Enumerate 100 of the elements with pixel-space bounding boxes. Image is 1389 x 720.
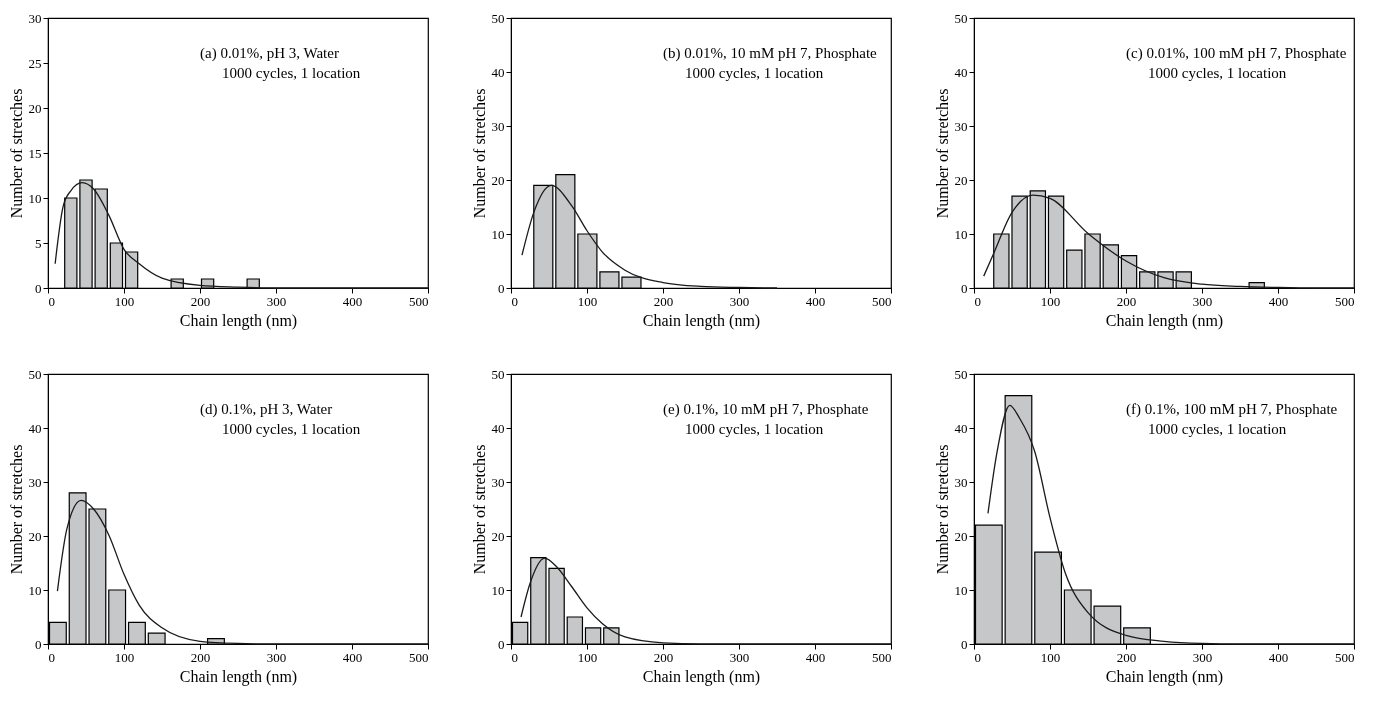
x-axis-title: Chain length (nm) xyxy=(1105,311,1224,330)
x-tick-label: 400 xyxy=(1268,293,1289,309)
y-tick-label: 50 xyxy=(954,10,968,26)
x-tick-label: 300 xyxy=(1192,649,1213,665)
x-tick-label: 200 xyxy=(653,649,674,665)
y-tick-label: 50 xyxy=(491,10,505,26)
x-tick-label: 100 xyxy=(577,649,598,665)
x-tick-label: 300 xyxy=(266,293,287,309)
y-tick-label: 0 xyxy=(961,280,968,296)
x-axis-title: Chain length (nm) xyxy=(179,311,298,330)
y-tick-label: 0 xyxy=(35,636,42,652)
y-tick-label: 30 xyxy=(954,118,968,134)
x-tick-label: 300 xyxy=(266,649,287,665)
y-axis-title: Number of stretches xyxy=(470,444,488,575)
line-series xyxy=(56,499,429,645)
annotation: (e) 0.1%, 10 mM pH 7, Phosphate xyxy=(663,401,869,418)
x-tick-label: 400 xyxy=(805,649,826,665)
x-tick-label: 500 xyxy=(872,649,892,665)
y-tick-label: 20 xyxy=(28,528,42,544)
annotation: 1000 cycles, 1 location xyxy=(685,421,824,437)
x-tick-label: 0 xyxy=(974,649,981,665)
x-axis-title: Chain length (nm) xyxy=(179,667,298,686)
x-tick-label: 500 xyxy=(409,649,429,665)
x-tick-label: 0 xyxy=(511,293,518,309)
y-tick-label: 40 xyxy=(491,64,505,80)
y-tick-label: 40 xyxy=(954,64,968,80)
line-series xyxy=(520,557,892,645)
x-tick-label: 400 xyxy=(342,649,363,665)
x-tick-label: 500 xyxy=(872,293,892,309)
x-tick-label: 0 xyxy=(48,293,55,309)
y-tick-label: 5 xyxy=(35,235,42,251)
y-tick-label: 50 xyxy=(954,366,968,382)
line-series xyxy=(521,184,778,289)
y-tick-label: 0 xyxy=(498,636,505,652)
x-axis-title: Chain length (nm) xyxy=(642,311,761,330)
x-tick-label: 400 xyxy=(342,293,363,309)
line-series xyxy=(983,194,1355,289)
y-tick-label: 0 xyxy=(35,280,42,296)
x-tick-label: 500 xyxy=(1335,649,1355,665)
y-tick-label: 30 xyxy=(491,474,505,490)
y-tick-label: 10 xyxy=(954,226,968,242)
y-tick-label: 50 xyxy=(28,366,42,382)
y-tick-label: 20 xyxy=(954,528,968,544)
x-tick-label: 300 xyxy=(729,293,750,309)
line-series xyxy=(54,182,429,289)
x-tick-label: 100 xyxy=(114,649,135,665)
y-tick-label: 15 xyxy=(28,145,42,161)
y-tick-label: 10 xyxy=(491,582,505,598)
x-tick-label: 200 xyxy=(1116,649,1137,665)
y-tick-label: 20 xyxy=(491,172,505,188)
annotation: (c) 0.01%, 100 mM pH 7, Phosphate xyxy=(1126,45,1347,62)
x-axis-title: Chain length (nm) xyxy=(642,667,761,686)
y-tick-label: 30 xyxy=(28,10,42,26)
x-tick-label: 200 xyxy=(190,649,211,665)
x-tick-label: 200 xyxy=(190,293,211,309)
y-tick-label: 30 xyxy=(954,474,968,490)
y-tick-label: 25 xyxy=(28,55,42,71)
annotation: 1000 cycles, 1 location xyxy=(1148,421,1287,437)
annotation: 1000 cycles, 1 location xyxy=(685,65,824,81)
x-axis-title: Chain length (nm) xyxy=(1105,667,1224,686)
annotation: 1000 cycles, 1 location xyxy=(222,65,361,81)
x-tick-label: 200 xyxy=(1116,293,1137,309)
y-tick-label: 10 xyxy=(28,190,42,206)
line-series xyxy=(987,404,1355,645)
y-tick-label: 10 xyxy=(28,582,42,598)
y-tick-label: 40 xyxy=(491,420,505,436)
annotation: (f) 0.1%, 100 mM pH 7, Phosphate xyxy=(1126,401,1338,418)
x-tick-label: 200 xyxy=(653,293,674,309)
annotation: 1000 cycles, 1 location xyxy=(1148,65,1287,81)
x-tick-label: 400 xyxy=(1268,649,1289,665)
x-tick-label: 0 xyxy=(974,293,981,309)
annotation: (b) 0.01%, 10 mM pH 7, Phosphate xyxy=(663,45,878,62)
x-tick-label: 0 xyxy=(48,649,55,665)
x-tick-label: 300 xyxy=(1192,293,1213,309)
annotation: (a) 0.01%, pH 3, Water xyxy=(200,45,339,62)
y-tick-label: 40 xyxy=(28,420,42,436)
y-tick-label: 10 xyxy=(491,226,505,242)
x-tick-label: 100 xyxy=(577,293,598,309)
x-tick-label: 100 xyxy=(1040,649,1061,665)
x-tick-label: 500 xyxy=(409,293,429,309)
y-tick-label: 0 xyxy=(498,280,505,296)
y-axis-title: Number of stretches xyxy=(7,88,25,219)
y-axis-title: Number of stretches xyxy=(470,88,488,219)
y-axis-title: Number of stretches xyxy=(7,444,25,575)
y-tick-label: 0 xyxy=(961,636,968,652)
x-tick-label: 0 xyxy=(511,649,518,665)
x-tick-label: 300 xyxy=(729,649,750,665)
x-tick-label: 500 xyxy=(1335,293,1355,309)
x-tick-label: 100 xyxy=(114,293,135,309)
y-axis-title: Number of stretches xyxy=(933,88,951,219)
y-tick-label: 10 xyxy=(954,582,968,598)
y-tick-label: 40 xyxy=(954,420,968,436)
y-tick-label: 20 xyxy=(954,172,968,188)
annotation: (d) 0.1%, pH 3, Water xyxy=(200,401,333,418)
y-axis-title: Number of stretches xyxy=(933,444,951,575)
y-tick-label: 20 xyxy=(28,100,42,116)
y-tick-label: 20 xyxy=(491,528,505,544)
annotation: 1000 cycles, 1 location xyxy=(222,421,361,437)
y-tick-label: 50 xyxy=(491,366,505,382)
x-tick-label: 400 xyxy=(805,293,826,309)
